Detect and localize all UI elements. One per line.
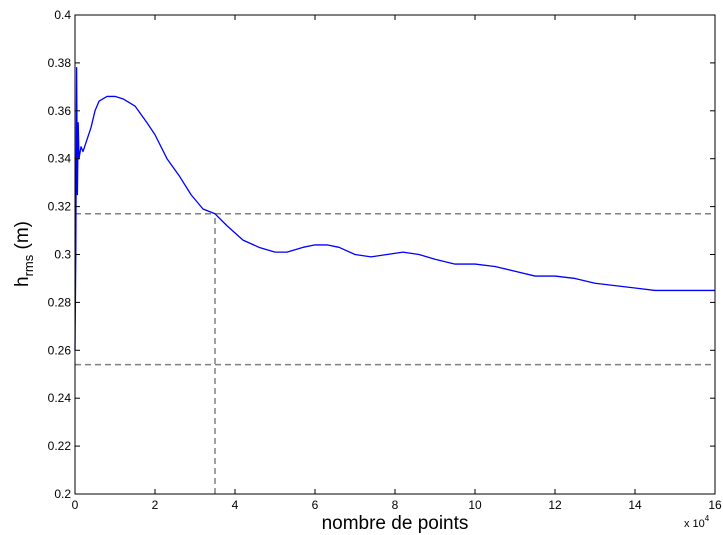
y-tick-label: 0.2 bbox=[54, 487, 71, 501]
plot-area bbox=[75, 15, 715, 494]
series-layer bbox=[74, 67, 715, 351]
y-tick-label: 0.22 bbox=[48, 439, 72, 453]
y-axis-title: hrms (m) bbox=[12, 221, 36, 287]
y-axis-title-subscript: rms bbox=[21, 254, 36, 276]
x-tick-label: 12 bbox=[548, 498, 562, 512]
x-tick-label: 6 bbox=[312, 498, 319, 512]
x-tick-label: 8 bbox=[392, 498, 399, 512]
tick-layer: 0 2 4 6 8 10 12 14 16 0.2 0.22 0.24 0.26 0.28 0.3 0.32 0… bbox=[48, 8, 722, 512]
y-tick-label: 0.32 bbox=[48, 200, 72, 214]
reference-lines bbox=[75, 213, 715, 494]
y-tick-label: 0.34 bbox=[48, 152, 72, 166]
x-tick-label: 2 bbox=[152, 498, 159, 512]
x-tick-label: 14 bbox=[628, 498, 642, 512]
x-axis-title: nombre de points bbox=[322, 513, 469, 534]
y-tick-label: 0.24 bbox=[48, 391, 72, 405]
y-axis-title-unit: (m) bbox=[12, 221, 33, 255]
y-tick-label: 0.28 bbox=[48, 295, 72, 309]
x-tick-label: 0 bbox=[72, 498, 79, 512]
x-tick-label: 4 bbox=[232, 498, 239, 512]
y-tick-label: 0.26 bbox=[48, 343, 72, 357]
x-multiplier-base: x 10 bbox=[684, 518, 705, 530]
y-tick-label: 0.36 bbox=[48, 104, 72, 118]
series-line-0 bbox=[74, 67, 715, 351]
y-tick-label: 0.38 bbox=[48, 56, 72, 70]
x-tick-label: 16 bbox=[708, 498, 722, 512]
x-tick-label: 10 bbox=[468, 498, 482, 512]
y-tick-label: 0.3 bbox=[54, 248, 71, 262]
x-multiplier-exponent: 4 bbox=[705, 514, 710, 523]
y-tick-label: 0.4 bbox=[54, 8, 71, 22]
x-multiplier: x 104 bbox=[684, 514, 710, 530]
y-axis-title-base: h bbox=[12, 276, 33, 287]
